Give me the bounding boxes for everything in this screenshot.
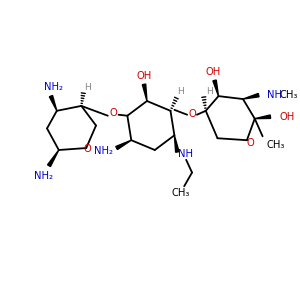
Text: CH₃: CH₃ xyxy=(266,140,285,150)
Text: OH: OH xyxy=(136,70,152,80)
Text: O: O xyxy=(110,108,118,118)
Text: NH: NH xyxy=(268,90,283,100)
Text: NH₂: NH₂ xyxy=(34,172,52,182)
Polygon shape xyxy=(50,95,57,111)
Text: OH: OH xyxy=(206,67,221,76)
Polygon shape xyxy=(142,84,147,101)
Text: NH₂: NH₂ xyxy=(94,146,113,156)
Text: O: O xyxy=(188,109,196,119)
Polygon shape xyxy=(213,80,218,96)
Text: OH: OH xyxy=(279,112,295,122)
Polygon shape xyxy=(255,115,271,119)
Text: CH₃: CH₃ xyxy=(279,90,298,100)
Polygon shape xyxy=(47,150,59,166)
Text: O: O xyxy=(247,138,255,148)
Text: O: O xyxy=(83,144,91,154)
Polygon shape xyxy=(116,140,131,150)
Polygon shape xyxy=(174,135,179,152)
Text: H: H xyxy=(177,87,184,96)
Text: NH: NH xyxy=(178,149,193,159)
Text: H: H xyxy=(84,83,91,92)
Text: CH₃: CH₃ xyxy=(171,188,190,198)
Text: NH₂: NH₂ xyxy=(44,82,63,92)
Text: H: H xyxy=(206,87,213,96)
Polygon shape xyxy=(243,94,259,99)
